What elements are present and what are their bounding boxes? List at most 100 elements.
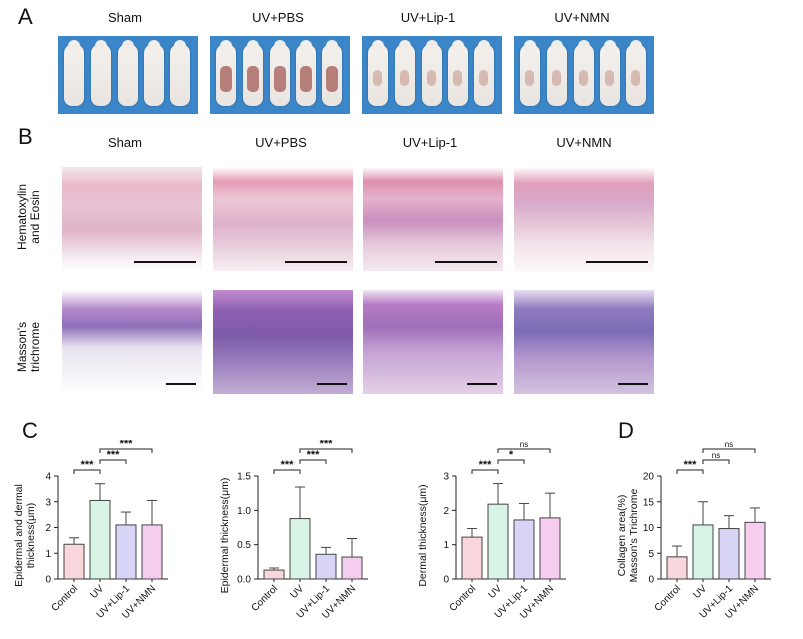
y-tick-label: 1 [443, 540, 449, 551]
significance-bracket [702, 448, 756, 453]
significance-label: *** [684, 459, 698, 471]
panel-b-label-uv-nmn: UV+NMN [556, 135, 612, 150]
panel-a-label-uv-lip1: UV+Lip-1 [400, 10, 456, 25]
panel-c-letter: C [22, 418, 38, 443]
y-tick-label: 0 [45, 575, 51, 586]
bar [718, 528, 740, 580]
bar [115, 524, 137, 580]
he-image-uv-pbs [213, 167, 353, 271]
x-tick-label: UV [89, 583, 107, 601]
scale-bar [435, 261, 497, 263]
x-tick-label: Control [50, 583, 81, 614]
y-tick-label: 1.0 [237, 506, 251, 517]
panel-a-letter: A [18, 4, 33, 29]
row-label-mt-line2: trichrome [28, 322, 42, 373]
scale-bar [586, 261, 648, 263]
significance-label: *** [81, 459, 95, 471]
bar [666, 556, 688, 580]
scale-bar [618, 383, 648, 385]
y-tick-label: 1.5 [237, 472, 251, 483]
y-tick-label: 4 [45, 472, 51, 483]
mt-image-uv-nmn [514, 290, 654, 394]
significance-label: * [509, 449, 514, 461]
x-tick-label: UV [487, 583, 505, 601]
he-image-uv-nmn [514, 167, 654, 271]
chart-collagen-area: 0 5 10 15 20 Collagen area(%) Masson's Trichro… [616, 440, 771, 621]
y-tick-label: 5 [648, 549, 654, 560]
y-axis-label: Epidermal thickness(μm) [219, 478, 231, 594]
he-image-uv-lip1 [363, 167, 503, 271]
panel-b-label-uv-lip1: UV+Lip-1 [402, 135, 458, 150]
y-tick-label: 0 [443, 575, 449, 586]
significance-label: *** [479, 459, 493, 471]
significance-bracket [471, 469, 499, 474]
significance-label: *** [307, 449, 321, 461]
chart-epidermal-thickness: 0.0 0.5 1.0 1.5 Epidermal thickness(μm) Contr… [219, 440, 368, 621]
significance-bracket [299, 459, 327, 464]
bar [141, 524, 163, 580]
bar [341, 556, 363, 580]
significance-bracket [702, 459, 730, 464]
mt-image-uv-lip1 [363, 290, 503, 394]
y-tick-label: 0.5 [237, 540, 251, 551]
y-tick-label: 1 [45, 549, 51, 560]
bar [539, 517, 561, 580]
x-tick-label: UV [289, 583, 307, 601]
panel-a-label-uv-pbs: UV+PBS [252, 10, 304, 25]
y-tick-label: 2 [443, 506, 449, 517]
y-axis-label: Dermal thickness(μm) [417, 484, 429, 586]
significance-bracket [73, 469, 101, 474]
bar [89, 499, 111, 580]
y-axis-label: Masson's Trichrome [628, 489, 640, 583]
y-tick-label: 15 [643, 497, 655, 508]
scale-bar [467, 383, 497, 385]
chart-epidermal-dermal-thickness: 0 1 2 3 4 Epidermal and dermal thickness(μm) Co… [13, 440, 168, 621]
x-tick-label: Control [653, 583, 684, 614]
x-tick-label: Control [250, 583, 281, 614]
significance-bracket [99, 459, 127, 464]
bar [487, 503, 509, 580]
y-tick-label: 20 [643, 472, 655, 483]
bar [289, 518, 311, 580]
significance-bracket [497, 459, 525, 464]
bar [263, 569, 285, 580]
scale-bar [317, 383, 347, 385]
significance-label: *** [320, 440, 334, 450]
bar [461, 536, 483, 580]
x-tick-label: UV [692, 583, 710, 601]
y-tick-label: 0 [648, 575, 654, 586]
y-axis-label: thickness(μm) [25, 503, 37, 569]
row-label-he: Hematoxylin and Eosin [15, 162, 42, 272]
row-label-mt: Masson's trichrome [15, 292, 42, 402]
he-image-sham [62, 167, 202, 271]
y-tick-label: 3 [443, 472, 449, 483]
significance-label: *** [120, 440, 134, 450]
panel-a-label-sham: Sham [108, 10, 142, 25]
scale-bar [134, 261, 196, 263]
bar [63, 543, 85, 580]
row-label-he-line2: and Eosin [28, 190, 42, 244]
significance-bracket [497, 448, 551, 453]
x-tick-label: Control [448, 583, 479, 614]
panel-b-letter: B [18, 124, 33, 149]
y-tick-label: 0.0 [237, 575, 251, 586]
mt-image-uv-pbs [213, 290, 353, 394]
mouse-photo-uv-pbs [210, 36, 350, 114]
y-tick-label: 2 [45, 523, 51, 534]
panel-a-label-uv-nmn: UV+NMN [554, 10, 610, 25]
panel-b-label-sham: Sham [108, 135, 142, 150]
scale-bar [166, 383, 196, 385]
bar [315, 553, 337, 580]
significance-label: ns [520, 440, 528, 449]
mouse-photo-sham [58, 36, 198, 114]
y-axis-label: Collagen area(%) [616, 495, 628, 577]
scale-bar [285, 261, 347, 263]
y-axis-label: Epidermal and dermal [13, 484, 25, 587]
y-tick-label: 10 [643, 523, 655, 534]
panel-d-letter: D [618, 418, 634, 443]
significance-bracket [99, 448, 153, 453]
y-tick-label: 3 [45, 497, 51, 508]
bar [513, 519, 535, 580]
significance-bracket [676, 469, 704, 474]
